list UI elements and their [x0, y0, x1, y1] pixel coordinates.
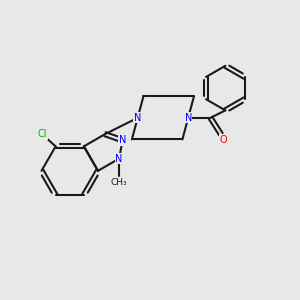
Text: N: N [184, 113, 192, 123]
Text: N: N [119, 135, 126, 145]
Text: N: N [134, 113, 141, 123]
Text: N: N [116, 154, 123, 164]
Text: CH₃: CH₃ [111, 178, 128, 187]
Text: O: O [220, 134, 227, 145]
Text: Cl: Cl [38, 130, 47, 140]
